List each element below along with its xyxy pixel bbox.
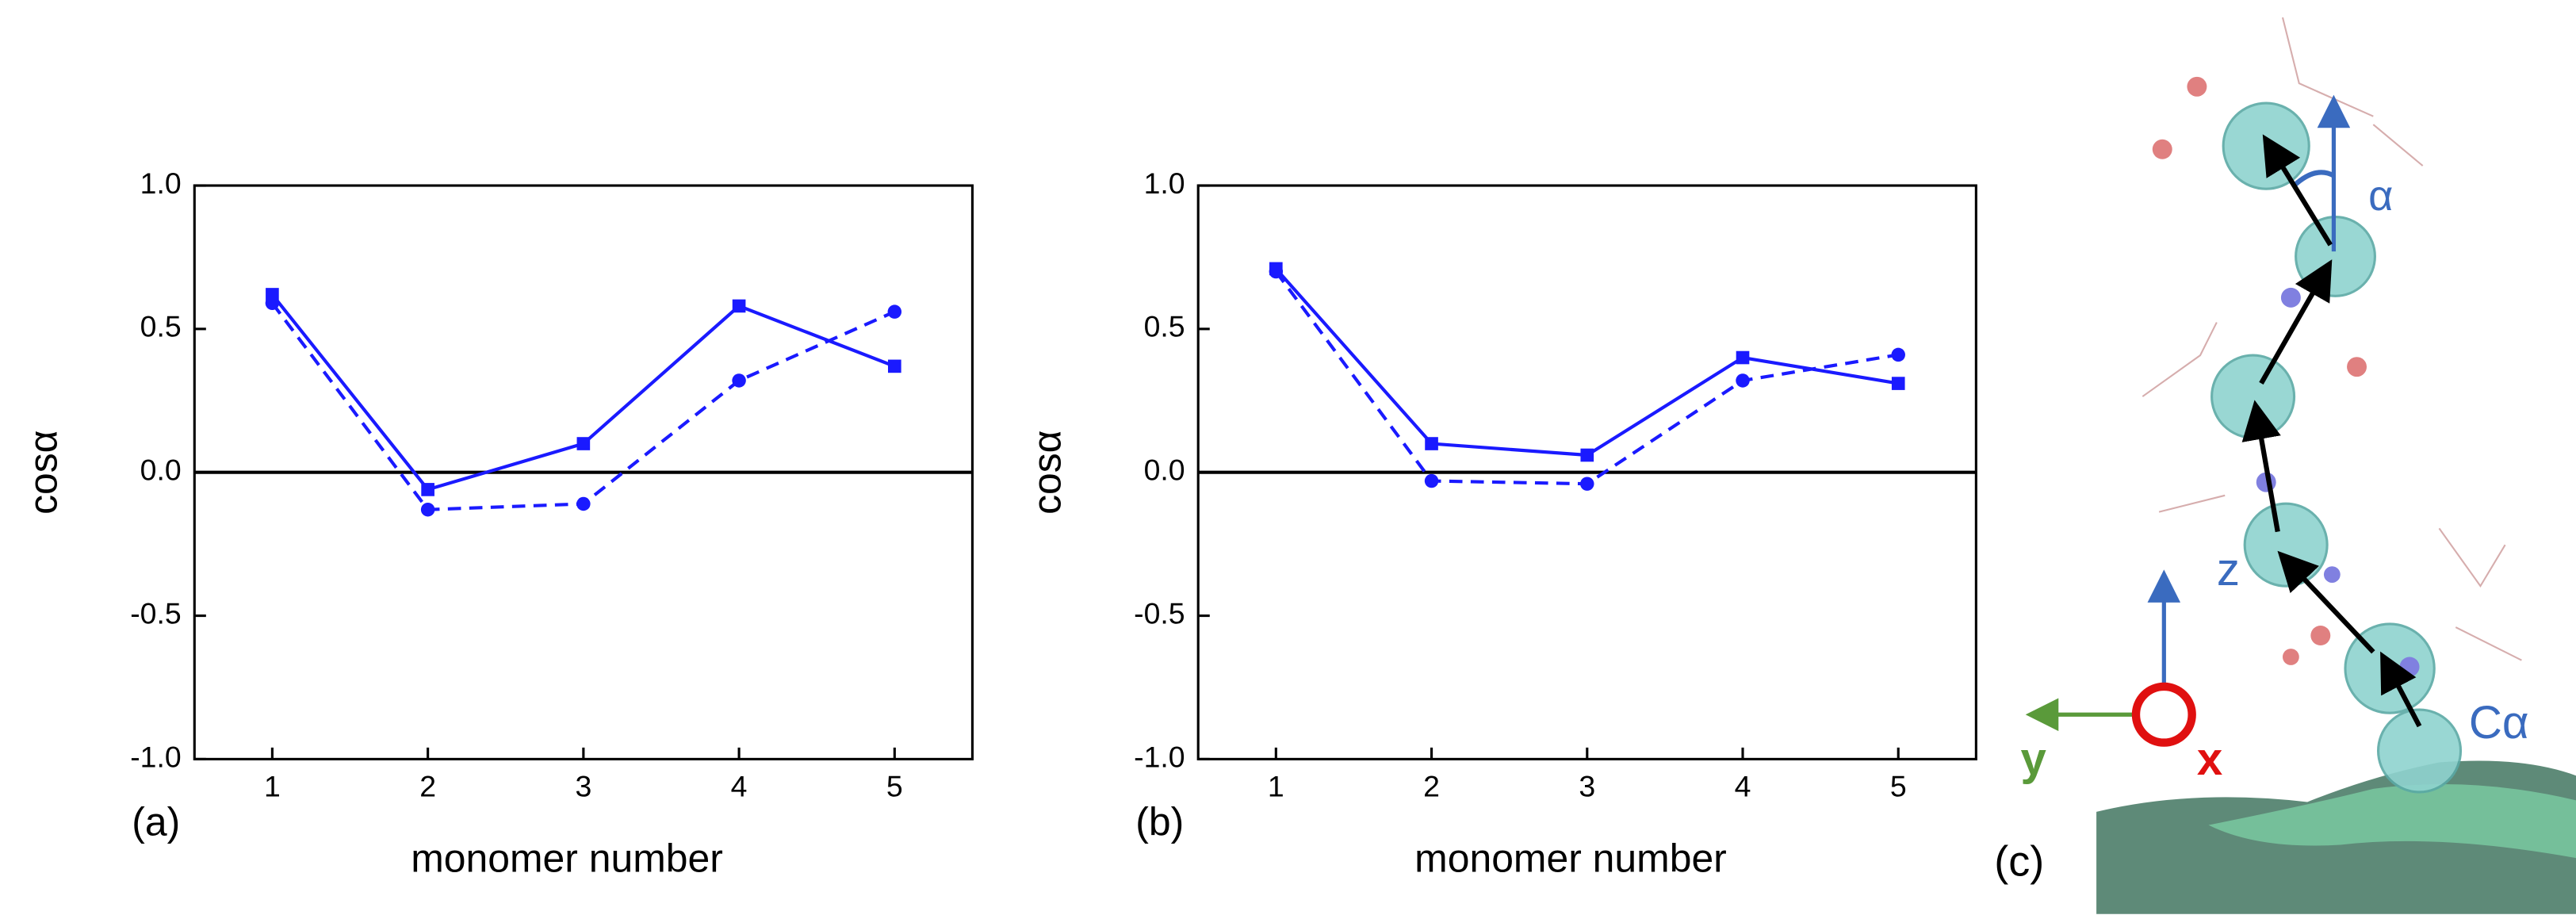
marker [1580,477,1594,491]
marker [888,359,901,373]
x-axis-label: monomer number [1414,836,1727,880]
series-line [270,293,896,492]
bond-arrows [2241,134,2422,728]
marker [265,296,280,311]
atoms [2210,101,2463,794]
y-tick-label: -0.5 [1134,596,1185,630]
y-tick-label: -0.5 [130,596,181,630]
x-tick-label: 3 [575,770,591,803]
x-tick-label: 5 [886,770,903,803]
marker [576,437,591,450]
marker [887,304,902,319]
atom-label: Cα [2469,697,2529,748]
marker [1424,473,1439,488]
marker [732,373,746,388]
angle-arc [2292,170,2335,188]
y-tick-label: -1.0 [130,740,181,773]
y-tick-label: 0.5 [140,310,182,343]
y-tick-label: 0.0 [1144,454,1185,487]
panel-label: (a) [132,800,180,844]
y-tick-label: 0.5 [1144,310,1185,343]
marker [576,496,591,511]
y-tick-label: 1.0 [140,167,182,200]
chart: -1.0 -0.5 0.0 0.5 1.0 1 2 3 4 5 monomer number cosα… [21,167,974,880]
marker [421,483,434,496]
marker [732,299,746,313]
y-axis-label: cosα [21,430,65,514]
series-line [1274,267,1899,458]
x-tick-label: 1 [1268,770,1284,803]
marker [420,502,435,517]
x-tick-label: 1 [264,770,281,803]
x-tick-label: 2 [419,770,436,803]
panel-label: (b) [1135,800,1184,844]
marker [1425,437,1438,450]
marker [1736,373,1750,388]
x-tick-label: 3 [1579,770,1595,803]
series-line [270,302,896,511]
x-label: x [2197,733,2222,785]
side-chains [2142,17,2522,661]
y-axis-label: cosα [1024,430,1069,514]
marker [1736,350,1750,365]
oxygens [2152,76,2367,665]
angle-label: α [2368,172,2393,220]
marker [1580,448,1594,462]
y-tick-label: 0.0 [140,454,182,487]
y-label: y [2020,733,2046,785]
x-tick-label: 4 [1735,770,1751,803]
marker [1891,377,1905,390]
surface-highlight [2208,784,2576,859]
chart: -1.0 -0.5 0.0 0.5 1.0 1 2 3 4 5 monomer number cosα… [1024,167,1977,880]
x-tick-label: 5 [1890,770,1907,803]
z-label: z [2217,544,2240,595]
molecule-panel: z y x α Cα (c) [1994,17,2576,914]
x-axis-circle [2131,682,2196,747]
x-tick-label: 4 [731,770,748,803]
x-axis-label: monomer number [411,836,723,880]
marker [1269,264,1284,279]
marker [1891,347,1905,362]
y-tick-label: -1.0 [1134,740,1185,773]
panel-label: (c) [1994,838,2044,886]
y-tick-label: 1.0 [1144,167,1185,200]
x-tick-label: 2 [1423,770,1440,803]
